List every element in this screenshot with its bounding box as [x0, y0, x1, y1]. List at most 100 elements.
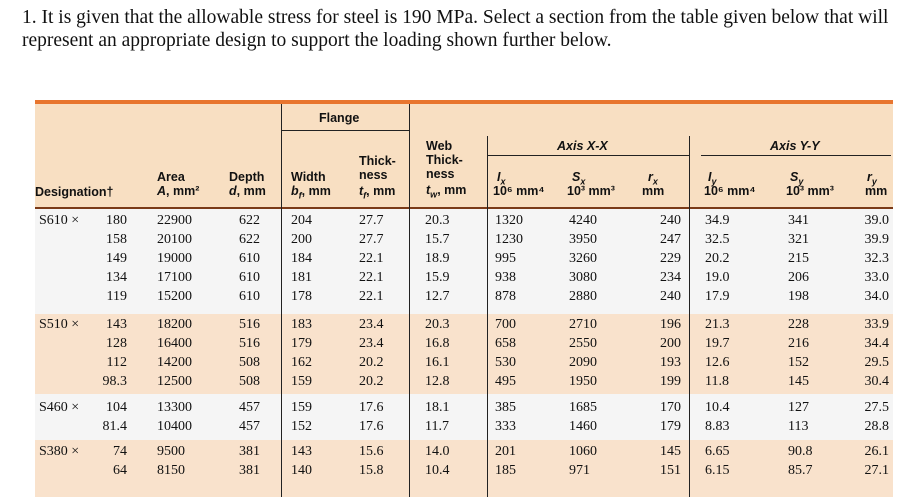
axis-xx-header: Axis X-X — [557, 139, 608, 153]
cell-iy: 6.15 — [705, 463, 730, 478]
cell-ry: 27.5 — [864, 400, 890, 415]
cell-ix: 333 — [495, 419, 516, 434]
cell-sx: 3260 — [569, 251, 597, 266]
designation-header: Designation† — [35, 185, 114, 199]
cell-depth: 381 — [239, 444, 260, 459]
col-sep-axis-yy-left — [689, 136, 690, 497]
cell-iy: 17.9 — [705, 289, 730, 304]
cell-ry: 33.9 — [864, 317, 890, 332]
cell-iy: 32.5 — [705, 232, 730, 247]
cell-width: 143 — [291, 444, 312, 459]
flange-thick-header: Thick- — [359, 154, 396, 168]
ix-header: Ix — [497, 170, 506, 187]
cell-tw: 20.3 — [425, 317, 450, 332]
cell-tf: 17.6 — [359, 419, 384, 434]
flange-thick-unit-header: tf, mm — [359, 184, 396, 201]
axis-yy-header: Axis Y-Y — [770, 139, 820, 153]
cell-iy: 10.4 — [705, 400, 730, 415]
cell-tf: 27.7 — [359, 232, 384, 247]
cell-sy: 341 — [788, 213, 809, 228]
cell-ry: 28.8 — [864, 419, 890, 434]
cell-iy: 21.3 — [705, 317, 730, 332]
cell-depth: 610 — [239, 270, 260, 285]
cell-iy: 12.6 — [705, 355, 730, 370]
cell-mass: 149 — [106, 251, 127, 266]
cell-sy: 90.8 — [788, 444, 813, 459]
cell-tw: 16.1 — [425, 355, 450, 370]
axis-yy-rule — [701, 155, 891, 156]
cell-tf: 23.4 — [359, 317, 384, 332]
cell-tw: 12.7 — [425, 289, 450, 304]
cell-area: 15200 — [157, 289, 192, 304]
web-thick-header: Thick- — [426, 153, 463, 167]
cell-ix: 995 — [495, 251, 516, 266]
cell-width: 200 — [291, 232, 312, 247]
cell-ry: 34.4 — [864, 336, 890, 351]
cell-depth: 610 — [239, 289, 260, 304]
cell-prefix: S380 × — [39, 444, 80, 459]
cell-iy: 19.7 — [705, 336, 730, 351]
cell-tw: 12.8 — [425, 374, 450, 389]
rx-header: rx — [648, 170, 658, 187]
cell-iy: 19.0 — [705, 270, 730, 285]
cell-sx: 971 — [569, 463, 590, 478]
cell-prefix: S610 × — [39, 213, 80, 228]
cell-sy: 85.7 — [788, 463, 813, 478]
flange-ness-header: ness — [359, 168, 388, 182]
cell-mass: 128 — [106, 336, 127, 351]
cell-depth: 516 — [239, 336, 260, 351]
cell-sx: 2880 — [569, 289, 597, 304]
cell-area: 20100 — [157, 232, 192, 247]
cell-area: 14200 — [157, 355, 192, 370]
cell-ix: 1320 — [495, 213, 523, 228]
cell-mass: 119 — [106, 289, 127, 304]
cell-rx: 196 — [660, 317, 681, 332]
cell-rx: 193 — [660, 355, 681, 370]
cell-area: 19000 — [157, 251, 192, 266]
cell-iy: 11.8 — [705, 374, 729, 389]
section-properties-table: Flange Web Thick- ness tw, mm Axis X-X A… — [35, 100, 893, 497]
cell-tf: 15.6 — [359, 444, 384, 459]
cell-area: 16400 — [157, 336, 192, 351]
cell-depth: 622 — [239, 232, 260, 247]
depth-unit-header: d, mm — [229, 184, 266, 198]
cell-ix: 495 — [495, 374, 516, 389]
cell-rx: 179 — [660, 419, 681, 434]
cell-rx: 229 — [660, 251, 681, 266]
rx-unit-header: mm — [642, 184, 665, 198]
cell-tw: 20.3 — [425, 213, 450, 228]
problem-statement: 1. It is given that the allowable stress… — [22, 7, 889, 51]
cell-sx: 2550 — [569, 336, 597, 351]
cell-depth: 381 — [239, 463, 260, 478]
cell-tf: 20.2 — [359, 355, 384, 370]
cell-tf: 20.2 — [359, 374, 384, 389]
cell-area: 10400 — [157, 419, 192, 434]
sy-header: Sy — [790, 170, 804, 187]
cell-width: 159 — [291, 400, 312, 415]
cell-area: 9500 — [157, 444, 185, 459]
cell-ix: 700 — [495, 317, 516, 332]
cell-sx: 1950 — [569, 374, 597, 389]
cell-mass: 74 — [113, 444, 127, 459]
flange-header: Flange — [319, 111, 360, 125]
cell-mass: 98.3 — [102, 374, 128, 389]
cell-tw: 18.9 — [425, 251, 450, 266]
cell-iy: 8.83 — [705, 419, 730, 434]
cell-width: 204 — [291, 213, 312, 228]
cell-ry: 32.3 — [864, 251, 890, 266]
cell-mass: 64 — [113, 463, 127, 478]
group-band-s510 — [35, 314, 893, 394]
cell-ix: 185 — [495, 463, 516, 478]
cell-tw: 10.4 — [425, 463, 450, 478]
cell-width: 183 — [291, 317, 312, 332]
cell-iy: 6.65 — [705, 444, 730, 459]
cell-width: 140 — [291, 463, 312, 478]
cell-ry: 39.9 — [864, 232, 890, 247]
cell-mass: 158 — [106, 232, 127, 247]
cell-tw: 15.7 — [425, 232, 450, 247]
cell-sy: 216 — [788, 336, 809, 351]
cell-depth: 516 — [239, 317, 260, 332]
cell-mass: 104 — [106, 400, 127, 415]
cell-sx: 3080 — [569, 270, 597, 285]
cell-mass: 180 — [106, 213, 127, 228]
